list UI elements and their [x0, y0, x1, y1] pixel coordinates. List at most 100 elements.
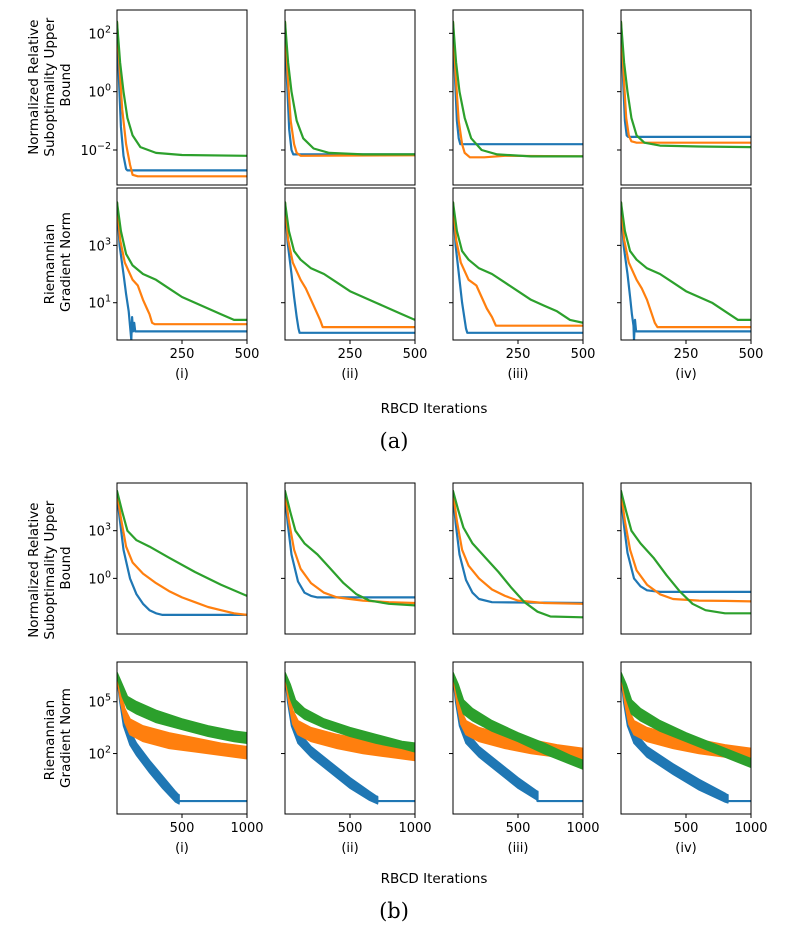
series-blue-floor	[536, 790, 583, 803]
series-orange-band	[117, 673, 247, 760]
series-green	[285, 20, 415, 156]
series-orange	[621, 201, 751, 329]
axes-frame	[620, 9, 752, 186]
subplot-label: (iii)	[508, 367, 529, 382]
series-orange-band	[453, 673, 583, 762]
subplot-a-gradient-1: 103 101 250 500 (i)	[88, 187, 260, 382]
ylabel-b-top-line3: Bound	[58, 546, 74, 589]
x-tick-label: 250	[170, 347, 195, 362]
x-tick-label: 250	[338, 347, 363, 362]
series-blue	[117, 201, 247, 340]
series-orange	[453, 491, 583, 605]
subplot-b-gradient-2: 500 1000 (ii)	[281, 661, 432, 856]
x-tick-label: 1000	[566, 821, 599, 836]
subplot-label: (iv)	[675, 841, 696, 856]
series-green-band	[117, 672, 247, 744]
ylabel-a-top-line1: Normalized Relative	[26, 20, 42, 155]
x-tick-label: 1000	[398, 821, 431, 836]
plot-area	[117, 20, 247, 178]
plot-area	[285, 201, 415, 334]
subplot-b-gradient-3: 500 1000 (iii)	[449, 661, 600, 856]
y-tick-label: 10−2	[80, 141, 111, 159]
series-green-band	[621, 672, 751, 769]
subplot-label: (iii)	[508, 841, 529, 856]
subplot-label: (i)	[175, 841, 189, 856]
series-green	[453, 201, 583, 324]
series-green	[117, 201, 247, 321]
series-green	[621, 489, 751, 615]
subplot-b-suboptimality-4	[617, 482, 752, 635]
x-tick-label: 500	[506, 821, 531, 836]
ylabel-a-bottom: Riemannian Gradient Norm	[42, 212, 74, 312]
series-orange	[453, 201, 583, 327]
subplot-label: (i)	[175, 367, 189, 382]
ylabel-a-top: Normalized Relative Suboptimality Upper …	[26, 13, 74, 156]
plot-area	[621, 672, 751, 804]
caption-a: (a)	[380, 429, 409, 453]
series-green	[285, 489, 415, 607]
y-tick-label: 103	[88, 522, 111, 540]
series-blue	[117, 23, 247, 172]
ylabel-a-bottom-line2: Gradient Norm	[58, 212, 74, 312]
subplot-label: (ii)	[341, 367, 358, 382]
series-orange	[621, 491, 751, 603]
ylabel-a-top-line2: Suboptimality Upper	[42, 17, 58, 156]
series-blue	[285, 23, 415, 156]
series-blue	[453, 23, 583, 146]
subplot-label: (iv)	[675, 367, 696, 382]
plot-area	[621, 20, 751, 149]
plot-area	[117, 201, 247, 340]
series-green-band	[285, 672, 415, 753]
plot-area	[621, 489, 751, 615]
subplot-a-gradient-4: 250 500 (iv)	[617, 187, 763, 382]
series-blue-floor	[726, 793, 751, 803]
subplot-a-gradient-2: 250 500 (ii)	[281, 187, 427, 382]
x-tick-label: 1000	[230, 821, 263, 836]
axes-frame	[284, 482, 416, 635]
y-tick-label: 102	[88, 745, 111, 763]
series-blue-floor	[177, 793, 247, 803]
plot-area	[453, 489, 583, 619]
series-blue	[285, 493, 415, 599]
series-blue	[453, 493, 583, 605]
series-orange	[117, 20, 247, 178]
x-tick-label: 250	[506, 347, 531, 362]
subplot-b-suboptimality-3	[449, 482, 584, 635]
y-tick-label: 102	[88, 24, 111, 42]
series-green	[621, 201, 751, 321]
axes-frame	[116, 482, 248, 635]
series-blue-floor	[376, 795, 415, 803]
subplot-grid: 102 100 10−2 103 101 250 500 (i) 250 500 (ii) 250 50…	[80, 9, 768, 856]
plot-area	[285, 672, 415, 805]
ylabel-b-bottom-line1: Riemannian	[42, 700, 58, 781]
series-orange	[285, 491, 415, 605]
series-blue	[621, 201, 751, 340]
ylabel-a-bottom-line1: Riemannian	[42, 224, 58, 305]
x-tick-label: 500	[170, 821, 195, 836]
y-tick-label: 105	[88, 693, 111, 711]
subplot-label: (ii)	[341, 841, 358, 856]
ylabel-b-top: Normalized Relative Suboptimality Upper …	[26, 496, 74, 639]
plot-area	[285, 20, 415, 157]
y-tick-label: 100	[88, 569, 111, 587]
ylabel-b-bottom-line2: Gradient Norm	[58, 688, 74, 788]
series-orange	[117, 491, 247, 616]
ylabel-b-top-line2: Suboptimality Upper	[42, 500, 58, 639]
plot-area	[453, 20, 583, 159]
y-tick-label: 100	[88, 83, 111, 101]
x-tick-label: 500	[235, 347, 260, 362]
series-blue	[117, 493, 247, 616]
plot-area	[621, 201, 751, 340]
plot-area	[453, 672, 583, 803]
plot-area	[117, 489, 247, 616]
subplot-b-gradient-4: 500 1000 (iv)	[617, 661, 768, 856]
axes-frame	[116, 9, 248, 186]
x-tick-label: 500	[571, 347, 596, 362]
series-orange	[285, 201, 415, 329]
subplot-a-suboptimality-2	[281, 9, 416, 186]
series-blue	[285, 201, 415, 334]
axes-frame	[284, 9, 416, 186]
y-tick-label: 103	[88, 236, 111, 254]
subplot-a-suboptimality-4	[617, 9, 752, 186]
series-orange	[285, 20, 415, 157]
